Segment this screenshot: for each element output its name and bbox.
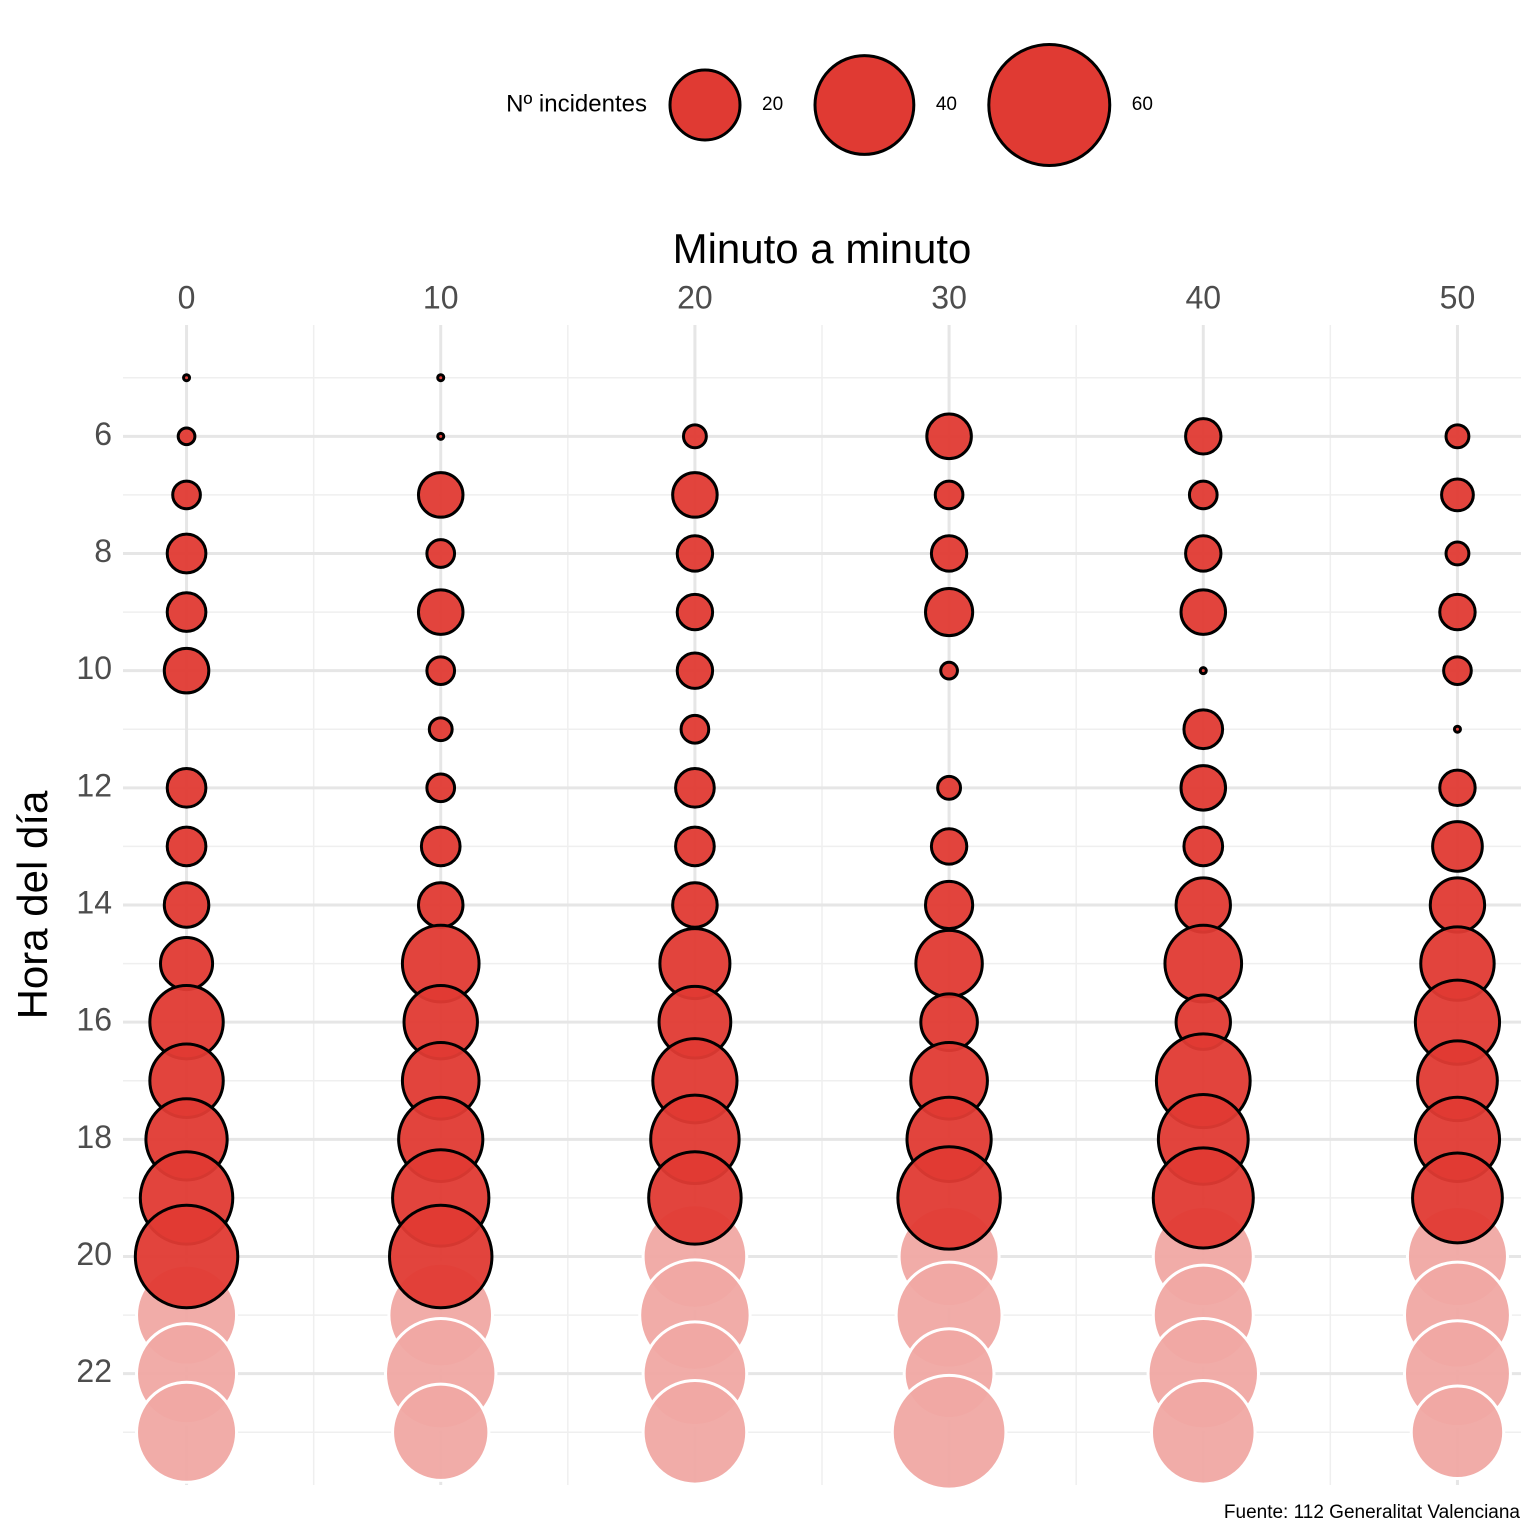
y-tick-label: 12: [76, 767, 112, 803]
bubble: [436, 431, 446, 441]
bubble: [914, 928, 984, 999]
bubble: [176, 426, 197, 447]
y-axis-title: Hora del día: [9, 790, 56, 1019]
bubble: [939, 660, 959, 681]
bubble: [1440, 477, 1475, 513]
bubble: [1182, 708, 1225, 751]
bubble: [675, 651, 715, 690]
legend-label: 40: [936, 94, 957, 115]
bubble: [436, 373, 446, 383]
bubble: [671, 881, 719, 929]
legend-bubble: [668, 68, 742, 142]
bubble: [674, 825, 716, 868]
bubble: [1444, 423, 1471, 450]
y-tick-label: 22: [76, 1353, 112, 1389]
bubble: [641, 1378, 749, 1486]
bubble: [1182, 825, 1225, 868]
bubble: [675, 534, 715, 573]
bubble: [416, 881, 465, 929]
bubble: [1149, 1378, 1257, 1486]
bubble: [1409, 1384, 1506, 1481]
bubble: [1184, 417, 1223, 456]
bubble: [936, 774, 963, 801]
y-tick-label: 14: [76, 884, 112, 920]
bubble: [675, 592, 715, 632]
bubble: [1411, 1151, 1504, 1245]
bubble: [1428, 876, 1487, 934]
bubble: [1444, 540, 1471, 567]
bubble: [1438, 592, 1477, 632]
y-tick-label: 10: [76, 650, 112, 686]
bubble: [924, 879, 975, 931]
x-tick-label: 50: [1440, 279, 1476, 315]
bubble: [1438, 768, 1477, 808]
bubble: [165, 766, 208, 809]
x-tick-label: 20: [677, 279, 713, 315]
bubble: [162, 646, 211, 695]
bubble: [924, 586, 975, 638]
bubble: [681, 423, 708, 450]
bubble: [425, 772, 457, 804]
bubble: [1431, 820, 1484, 873]
legend-label: 20: [762, 94, 783, 115]
bubble: [1198, 666, 1208, 676]
bubble: [182, 373, 192, 383]
legend-label: 60: [1132, 94, 1153, 115]
y-tick-label: 18: [76, 1119, 112, 1155]
bubble: [165, 591, 208, 633]
y-tick-label: 20: [76, 1236, 112, 1272]
legend-bubble: [987, 43, 1112, 167]
bubble: [1151, 1146, 1255, 1250]
bubble: [647, 1150, 743, 1246]
x-tick-label: 0: [178, 279, 196, 315]
bubble: [1442, 655, 1473, 686]
bubble: [388, 1203, 494, 1310]
bubble: [929, 534, 969, 573]
x-tick-label: 10: [423, 279, 459, 315]
caption: Fuente: 112 Generalitat Valenciana: [1224, 1502, 1521, 1523]
y-tick-label: 6: [94, 416, 112, 452]
bubble: [890, 1373, 1008, 1491]
bubble: [671, 471, 719, 519]
bubble: [416, 471, 465, 519]
bubble: [933, 479, 965, 511]
bubble: [1179, 764, 1228, 812]
y-tick-label: 16: [76, 1002, 112, 1038]
bubble: [1163, 923, 1244, 1004]
bubble: [425, 655, 457, 686]
bubble: [133, 1203, 240, 1310]
bubble: [416, 588, 465, 636]
bubble: [165, 825, 208, 868]
bubble: [1179, 588, 1228, 636]
bubble: [171, 479, 202, 511]
bubble: [391, 1382, 491, 1482]
y-tick-label: 8: [94, 533, 112, 569]
x-axis-title: Minuto a minuto: [673, 225, 972, 272]
legend-bubble: [813, 54, 916, 156]
bubble: [165, 532, 208, 575]
bubble: [135, 1380, 239, 1484]
bubble: [162, 881, 211, 929]
bubble: [427, 716, 454, 743]
bubble: [425, 538, 457, 569]
bubble: [159, 936, 215, 992]
bubble: [1187, 479, 1219, 511]
bubble: [679, 713, 711, 745]
x-tick-label: 40: [1185, 279, 1221, 315]
bubble: [925, 412, 973, 461]
x-tick-label: 30: [931, 279, 967, 315]
bubble: [929, 827, 969, 866]
bubble: [1452, 724, 1462, 734]
bubble: [419, 825, 462, 868]
bubble: [896, 1145, 1002, 1251]
legend-title: Nº incidentes: [506, 90, 647, 117]
bubble: [1184, 534, 1223, 573]
bubble: [674, 766, 716, 809]
